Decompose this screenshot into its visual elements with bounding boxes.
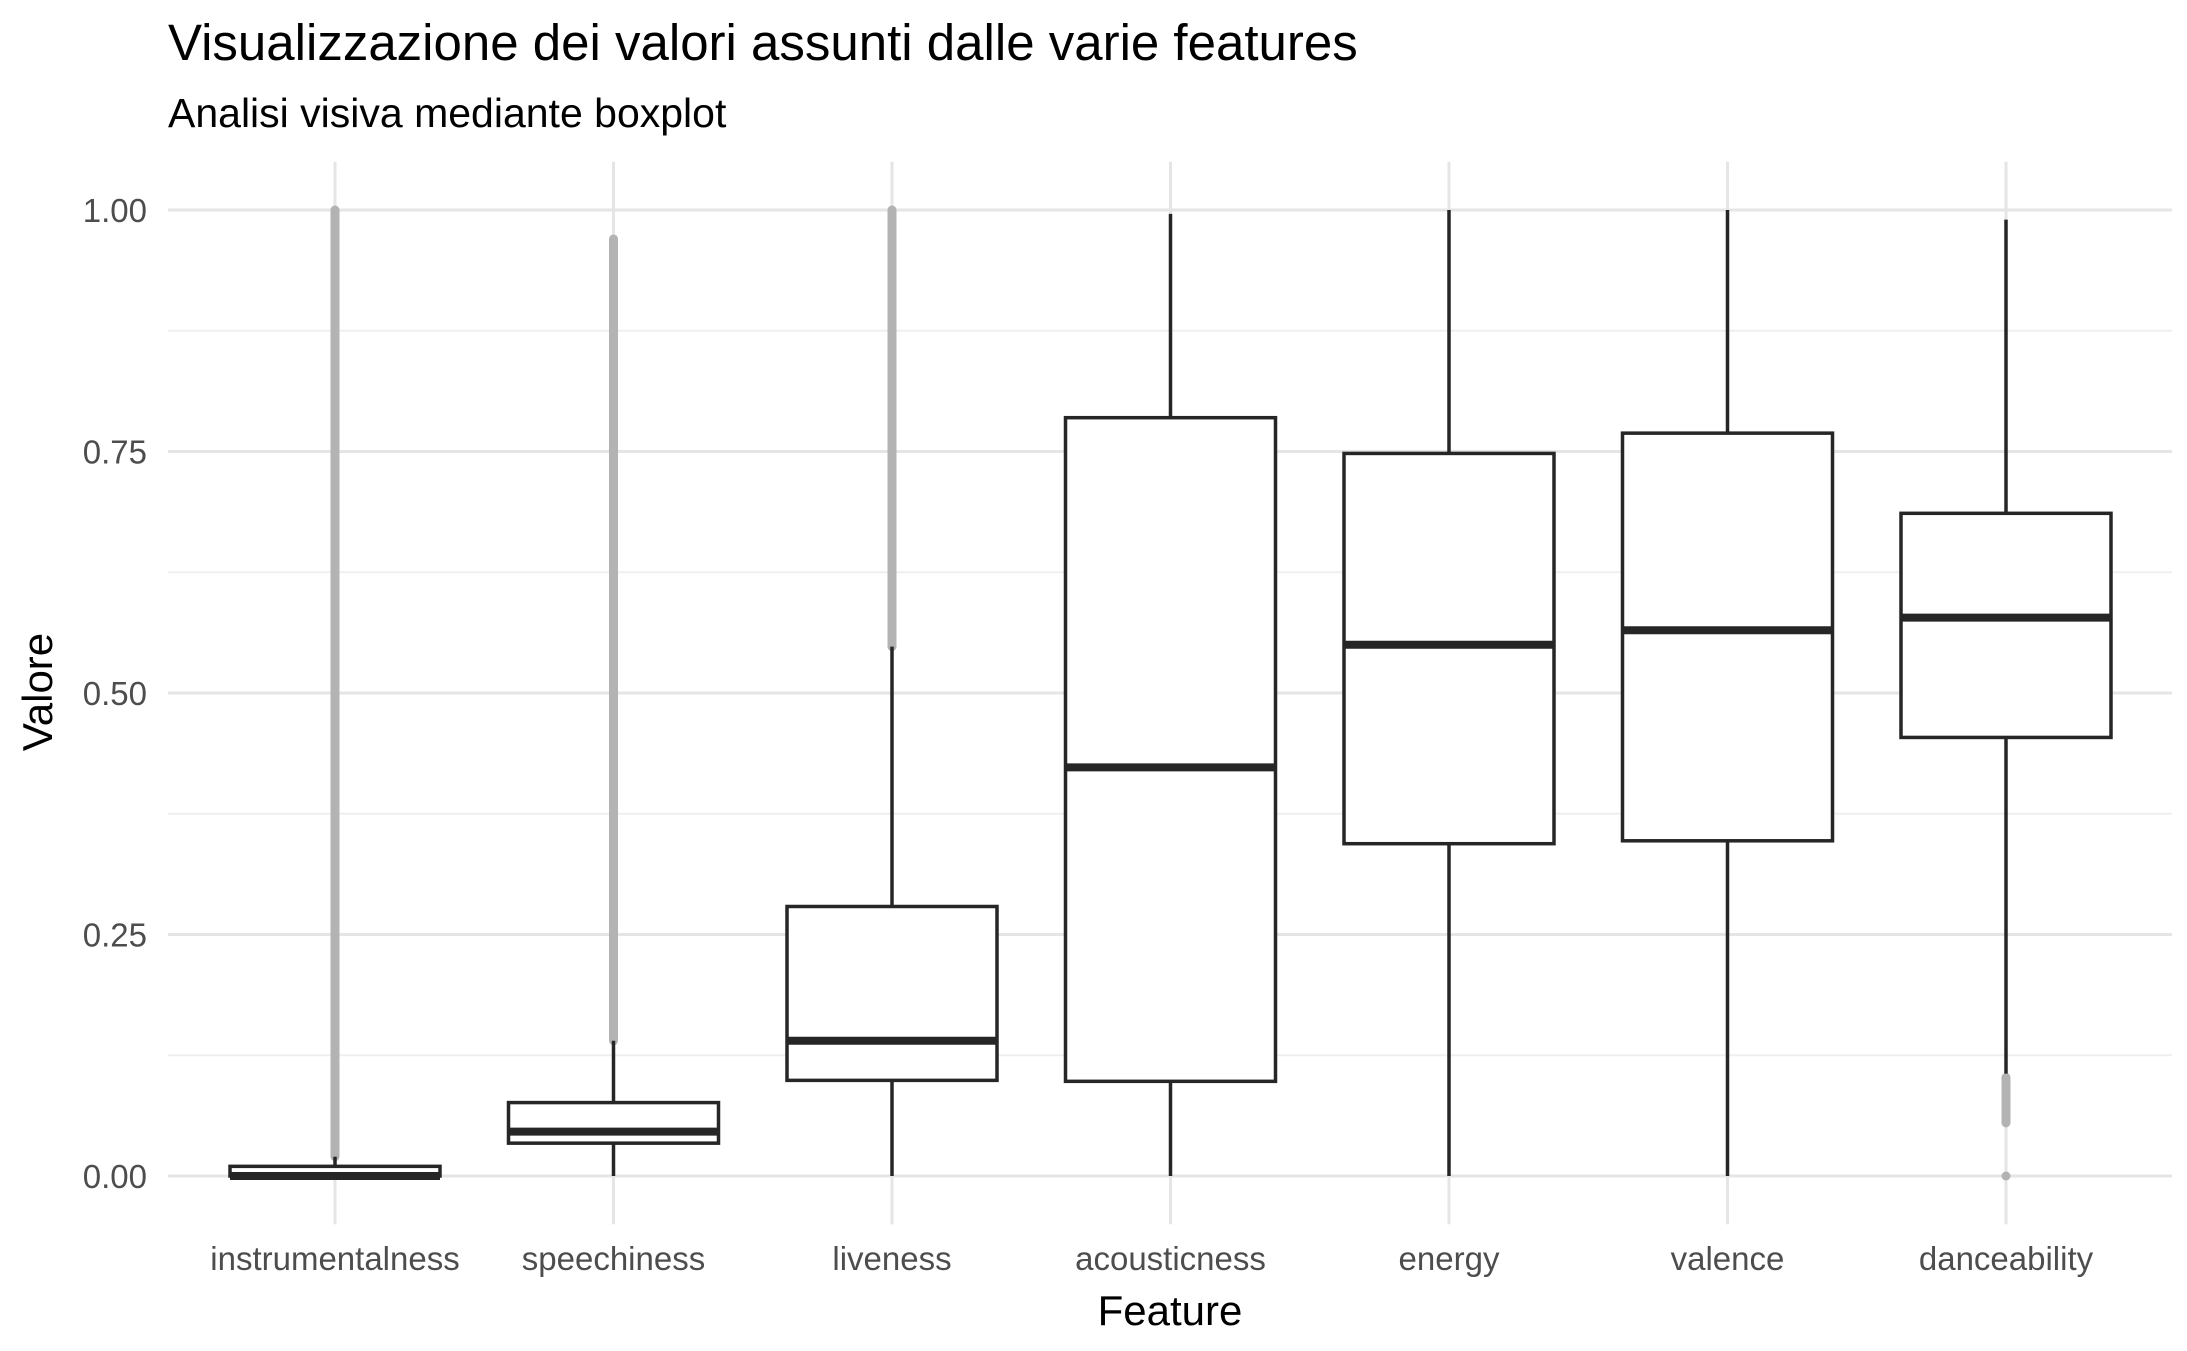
x-tick-label: speechiness [522,1240,705,1277]
x-tick-labels: instrumentalness speechiness liveness acous… [210,1240,2093,1277]
outlier-point [2001,1171,2011,1181]
y-tick-label: 0.00 [83,1158,147,1195]
chart-subtitle: Analisi visiva mediante boxplot [168,90,727,136]
box-iqr [506,1100,721,1145]
box-iqr [1899,511,2113,740]
x-tick-label: acousticness [1075,1240,1266,1277]
y-axis-title: Valore [14,633,61,751]
x-tick-label: valence [1671,1240,1785,1277]
box-acousticness [1063,213,1278,1176]
box-instrumentalness [228,205,442,1180]
box-iqr [785,904,999,1083]
x-tick-label: energy [1399,1240,1500,1277]
box-danceability [1899,219,2113,1181]
y-tick-labels: 0.00 0.25 0.50 0.75 1.00 [83,192,147,1195]
x-axis-title: Feature [1098,1287,1243,1334]
x-tick-label: instrumentalness [210,1240,459,1277]
y-tick-label: 0.25 [83,917,147,954]
box-liveness [785,205,999,1176]
box-valence [1620,210,1835,1176]
box-energy [1342,210,1556,1176]
box-speechiness [506,234,721,1176]
x-tick-label: liveness [832,1240,951,1277]
chart-title: Visualizzazione dei valori assunti dalle… [168,14,1358,71]
box-iqr [1063,415,1278,1084]
y-tick-label: 0.50 [83,675,147,712]
y-tick-label: 0.75 [83,434,147,471]
x-tick-label: danceability [1919,1240,2094,1277]
boxes [228,205,2113,1181]
y-tick-label: 1.00 [83,192,147,229]
box-iqr [1620,431,1835,843]
